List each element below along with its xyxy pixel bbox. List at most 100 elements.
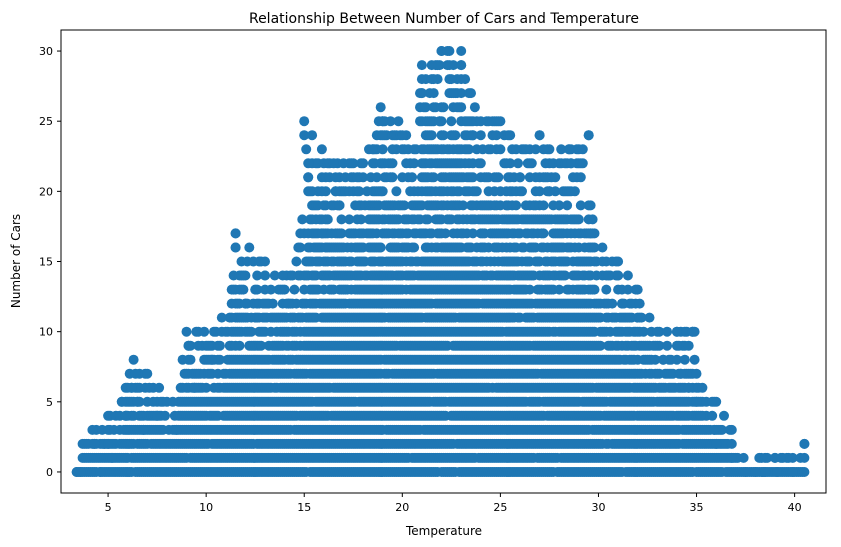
data-point <box>671 326 682 337</box>
data-point <box>260 298 270 309</box>
data-point <box>299 116 310 127</box>
data-point <box>416 60 427 71</box>
data-point <box>316 228 327 239</box>
data-point <box>538 144 549 155</box>
data-point <box>644 312 655 323</box>
y-tick-label: 15 <box>39 256 53 269</box>
data-point <box>152 410 163 421</box>
data-point <box>336 214 347 225</box>
x-tick-label: 25 <box>493 501 507 514</box>
data-point <box>709 424 720 435</box>
data-point <box>726 424 737 435</box>
data-point <box>658 354 669 365</box>
data-point <box>320 186 331 197</box>
data-point <box>471 186 482 197</box>
data-point <box>587 214 598 225</box>
data-point <box>556 144 567 155</box>
data-point <box>138 424 149 435</box>
data-point <box>160 410 170 421</box>
data-point <box>418 102 429 113</box>
data-point <box>230 242 241 253</box>
data-point <box>356 214 367 225</box>
data-point <box>613 270 624 281</box>
data-point <box>458 200 469 211</box>
data-point <box>726 438 737 449</box>
data-point <box>513 158 523 169</box>
data-point <box>375 102 386 113</box>
data-point <box>171 424 182 435</box>
data-point <box>707 396 718 407</box>
data-point <box>334 200 345 211</box>
data-point <box>671 354 682 365</box>
data-point <box>738 452 749 463</box>
data-point <box>711 438 722 449</box>
data-point <box>279 284 290 295</box>
data-point <box>469 102 480 113</box>
data-point <box>316 144 327 155</box>
data-point <box>336 228 347 239</box>
data-point <box>428 88 439 99</box>
y-tick-label: 0 <box>46 466 53 479</box>
data-point <box>183 340 194 351</box>
data-point <box>199 326 210 337</box>
data-point <box>426 130 437 141</box>
data-point <box>422 214 433 225</box>
data-point <box>787 452 798 463</box>
data-point <box>554 200 565 211</box>
data-point <box>107 452 117 463</box>
data-point <box>189 382 200 393</box>
data-point <box>462 116 472 127</box>
data-point <box>305 186 316 197</box>
data-point <box>695 410 706 421</box>
data-point <box>144 382 155 393</box>
data-point <box>269 270 280 281</box>
data-point <box>120 410 131 421</box>
data-point <box>426 60 437 71</box>
data-point <box>322 214 333 225</box>
x-tick-label: 30 <box>591 501 605 514</box>
data-point <box>622 270 633 281</box>
data-point <box>142 368 153 379</box>
data-point <box>440 228 451 239</box>
data-point <box>662 326 673 337</box>
data-point <box>203 340 214 351</box>
data-point <box>467 130 478 141</box>
data-point <box>456 60 467 71</box>
data-points <box>71 46 810 477</box>
data-point <box>230 228 241 239</box>
data-point <box>595 340 606 351</box>
data-point <box>442 46 453 56</box>
data-point <box>560 270 571 281</box>
data-point <box>87 424 98 435</box>
data-point <box>740 467 751 477</box>
data-point <box>493 172 504 183</box>
data-point <box>348 158 359 169</box>
data-point <box>475 158 486 169</box>
data-point <box>416 88 427 99</box>
data-point <box>291 256 302 267</box>
data-point <box>267 298 278 309</box>
data-point <box>575 200 586 211</box>
data-point <box>589 242 600 253</box>
data-point <box>534 130 545 141</box>
data-point <box>466 88 476 99</box>
x-tick-label: 35 <box>690 501 704 514</box>
data-point <box>634 298 645 309</box>
data-point <box>130 368 141 379</box>
data-point <box>387 158 398 169</box>
data-point <box>799 452 810 463</box>
y-tick-label: 10 <box>39 326 53 339</box>
data-point <box>301 144 312 155</box>
data-point <box>297 214 308 225</box>
data-point <box>540 172 551 183</box>
data-point <box>303 158 314 169</box>
data-point <box>240 298 251 309</box>
data-point <box>377 144 388 155</box>
data-point <box>299 130 310 141</box>
data-point <box>564 144 574 155</box>
data-point <box>385 116 396 127</box>
data-point <box>260 284 270 295</box>
data-point <box>787 467 798 477</box>
data-point <box>566 158 576 169</box>
data-point <box>181 326 192 337</box>
